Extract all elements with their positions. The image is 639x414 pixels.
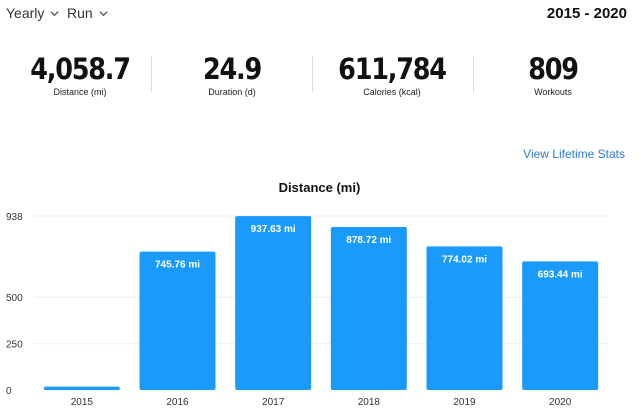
chevron-down-icon [99, 10, 108, 16]
bar-2015 [43, 386, 120, 390]
stat-calories-value: 611,784 [338, 52, 447, 86]
y-tick-label: 938 [6, 212, 23, 223]
stat-divider [312, 56, 313, 92]
bar-2017 [235, 216, 312, 390]
x-tick-label: 2020 [549, 397, 572, 408]
activity-dropdown-label: Run [67, 5, 93, 21]
bar-value-label: 937.63 mi [251, 224, 296, 235]
stat-workouts-value: 809 [528, 52, 579, 86]
period-dropdown-label: Yearly [6, 5, 45, 21]
chart-title: Distance (mi) [278, 180, 361, 195]
activity-dropdown[interactable]: Run [67, 5, 108, 21]
distance-bar-chart: 0 250 500 938 2015 745.76 mi 2016 937.63 mi 2017… [6, 212, 608, 408]
x-tick-label: 2018 [358, 397, 381, 408]
date-range: 2015 - 2020 [546, 5, 627, 22]
x-tick-label: 2017 [262, 397, 285, 408]
stat-divider [151, 56, 152, 92]
stat-calories: 611,784 Calories (kcal) [322, 52, 462, 97]
stat-distance-label: Distance (mi) [53, 87, 107, 97]
chevron-down-icon [50, 10, 59, 16]
x-tick-label: 2019 [453, 397, 476, 408]
stat-distance-value: 4,058.7 [30, 52, 131, 86]
top-bar: Yearly Run 2015 - 2020 [0, 0, 639, 28]
y-tick-label: 0 [6, 386, 12, 397]
bar-2016 [139, 251, 216, 390]
bar-2019 [426, 246, 503, 390]
bar-value-label: 774.02 mi [442, 254, 487, 265]
stat-workouts: 809 Workouts [483, 52, 623, 97]
stat-duration-label: Duration (d) [208, 87, 256, 97]
x-tick-label: 2015 [71, 397, 94, 408]
bar-2020 [522, 261, 599, 390]
stat-workouts-label: Workouts [534, 87, 572, 97]
stat-distance: 4,058.7 Distance (mi) [10, 52, 150, 97]
stat-duration: 24.9 Duration (d) [162, 52, 302, 97]
stat-calories-label: Calories (kcal) [363, 87, 421, 97]
stats-summary: 4,058.7 Distance (mi) 24.9 Duration (d) … [0, 52, 639, 102]
bar-value-label: 745.76 mi [155, 260, 200, 271]
view-lifetime-stats-link[interactable]: View Lifetime Stats [523, 147, 625, 161]
y-tick-label: 500 [6, 293, 23, 304]
stat-duration-value: 24.9 [202, 52, 262, 86]
bar-2018 [330, 226, 407, 390]
x-tick-label: 2016 [166, 397, 189, 408]
bar-value-label: 693.44 mi [538, 269, 583, 280]
bar-value-label: 878.72 mi [346, 235, 391, 246]
period-dropdown[interactable]: Yearly [6, 5, 59, 21]
y-tick-label: 250 [6, 340, 23, 351]
stat-divider [473, 56, 474, 92]
